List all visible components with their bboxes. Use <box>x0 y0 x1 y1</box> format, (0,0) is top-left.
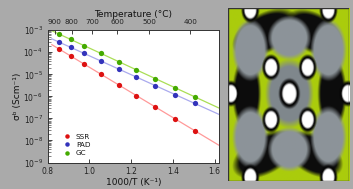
Line: SSR: SSR <box>56 46 197 133</box>
Line: PAD: PAD <box>56 40 197 106</box>
GC <box>68 38 73 41</box>
PAD <box>193 102 197 105</box>
PAD <box>68 46 73 48</box>
SSR <box>193 130 197 132</box>
X-axis label: 1000/T (K⁻¹): 1000/T (K⁻¹) <box>106 178 161 187</box>
SSR <box>82 63 86 65</box>
X-axis label: Temperature (°C): Temperature (°C) <box>94 10 172 19</box>
GC <box>82 45 86 47</box>
SSR <box>134 94 138 97</box>
Legend: SSR, PAD, GC: SSR, PAD, GC <box>61 132 92 158</box>
PAD <box>99 60 103 62</box>
GC <box>153 77 157 80</box>
GC <box>134 69 138 71</box>
PAD <box>134 76 138 78</box>
SSR <box>173 118 177 120</box>
GC <box>99 52 103 55</box>
PAD <box>116 68 121 70</box>
PAD <box>173 93 177 96</box>
PAD <box>57 41 61 43</box>
GC <box>57 33 61 35</box>
PAD <box>153 84 157 87</box>
SSR <box>153 106 157 108</box>
GC <box>116 60 121 63</box>
GC <box>193 96 197 98</box>
SSR <box>68 55 73 57</box>
Y-axis label: σᵇ (Scm⁻¹): σᵇ (Scm⁻¹) <box>13 73 22 120</box>
SSR <box>116 84 121 86</box>
PAD <box>82 52 86 55</box>
GC <box>173 87 177 89</box>
Line: GC: GC <box>56 31 197 100</box>
SSR <box>57 48 61 50</box>
SSR <box>99 73 103 75</box>
